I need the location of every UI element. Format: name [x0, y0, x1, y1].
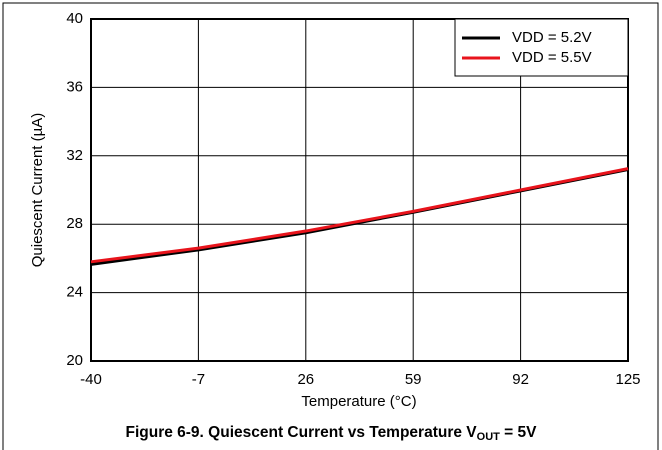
- y-tick-label: 28: [66, 215, 83, 232]
- x-tick-label: 26: [297, 371, 314, 388]
- x-tick-label: -7: [192, 371, 205, 388]
- plot-frame: [90, 18, 629, 362]
- x-tick-label: 125: [615, 371, 640, 388]
- y-tick-label: 40: [66, 10, 83, 27]
- y-tick-label: 36: [66, 78, 83, 95]
- caption: Figure 6-9. Quiescent Current vs Tempera…: [125, 424, 537, 443]
- y-tick-label: 32: [66, 147, 83, 164]
- legend-label: VDD = 5.5V: [512, 49, 592, 66]
- y-axis-title: Quiescent Current (µA): [29, 113, 46, 268]
- x-tick-label: 92: [512, 371, 529, 388]
- x-axis-title: Temperature (°C): [301, 393, 416, 410]
- y-tick-label: 20: [66, 352, 83, 369]
- x-tick-label: -40: [80, 371, 102, 388]
- caption-text: Figure 6-9. Quiescent Current vs Tempera…: [125, 424, 477, 441]
- legend-label: VDD = 5.2V: [512, 29, 592, 46]
- caption-subscript: OUT: [477, 431, 501, 443]
- y-tick-label: 24: [66, 284, 83, 301]
- x-tick-label: 59: [405, 371, 422, 388]
- legend-box: [454, 18, 629, 77]
- series-line: [90, 167, 629, 264]
- caption-suffix: = 5V: [500, 424, 537, 441]
